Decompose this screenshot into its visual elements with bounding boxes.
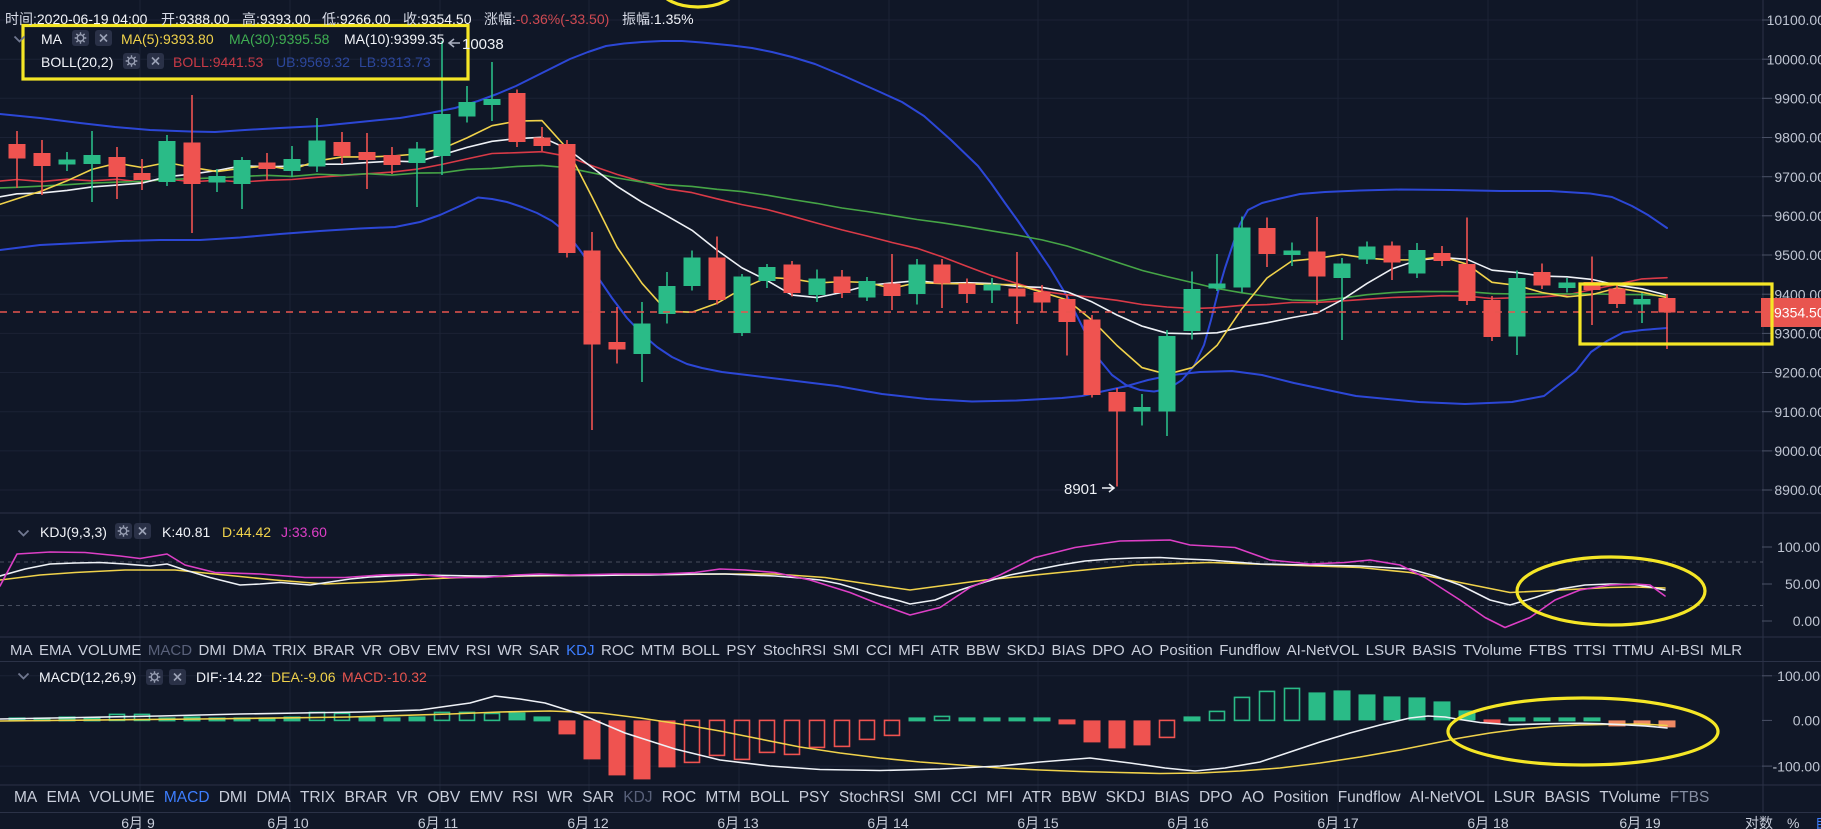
svg-text:9000.00: 9000.00 [1774,443,1821,459]
svg-text:6月 17: 6月 17 [1317,815,1358,829]
svg-text:9354.50: 9354.50 [1774,305,1821,321]
svg-text:6月 18: 6月 18 [1467,815,1508,829]
svg-text:9800.00: 9800.00 [1774,130,1821,146]
svg-text:自: 自 [1815,815,1821,829]
svg-text:9300.00: 9300.00 [1774,326,1821,342]
svg-text:6月 13: 6月 13 [717,815,758,829]
svg-text:0.00: 0.00 [1793,613,1820,629]
svg-text:6月 16: 6月 16 [1167,815,1208,829]
svg-text:9700.00: 9700.00 [1774,169,1821,185]
svg-text:6月 19: 6月 19 [1619,815,1660,829]
svg-text:9200.00: 9200.00 [1774,365,1821,381]
svg-text:8901: 8901 [1064,481,1097,498]
svg-text:50.00: 50.00 [1785,576,1820,592]
svg-text:6月 12: 6月 12 [567,815,608,829]
svg-text:9600.00: 9600.00 [1774,208,1821,224]
svg-text:9500.00: 9500.00 [1774,247,1821,263]
svg-text:6月 10: 6月 10 [267,815,308,829]
svg-text:6月 11: 6月 11 [418,815,458,829]
svg-text:%: % [1787,815,1799,829]
svg-text:10038: 10038 [462,36,504,53]
svg-text:对数: 对数 [1745,815,1773,829]
svg-text:8900.00: 8900.00 [1774,482,1821,498]
svg-text:9900.00: 9900.00 [1774,91,1821,107]
svg-text:6月 14: 6月 14 [867,815,908,829]
svg-text:6月 15: 6月 15 [1017,815,1058,829]
svg-text:100.00: 100.00 [1777,539,1820,555]
svg-text:-100.00: -100.00 [1773,758,1821,774]
svg-text:0.00: 0.00 [1793,713,1820,729]
svg-text:6月 9: 6月 9 [121,815,155,829]
svg-text:100.00: 100.00 [1777,668,1820,684]
svg-text:9100.00: 9100.00 [1774,404,1821,420]
svg-text:10100.00: 10100.00 [1767,12,1821,28]
svg-text:10000.00: 10000.00 [1767,51,1821,67]
